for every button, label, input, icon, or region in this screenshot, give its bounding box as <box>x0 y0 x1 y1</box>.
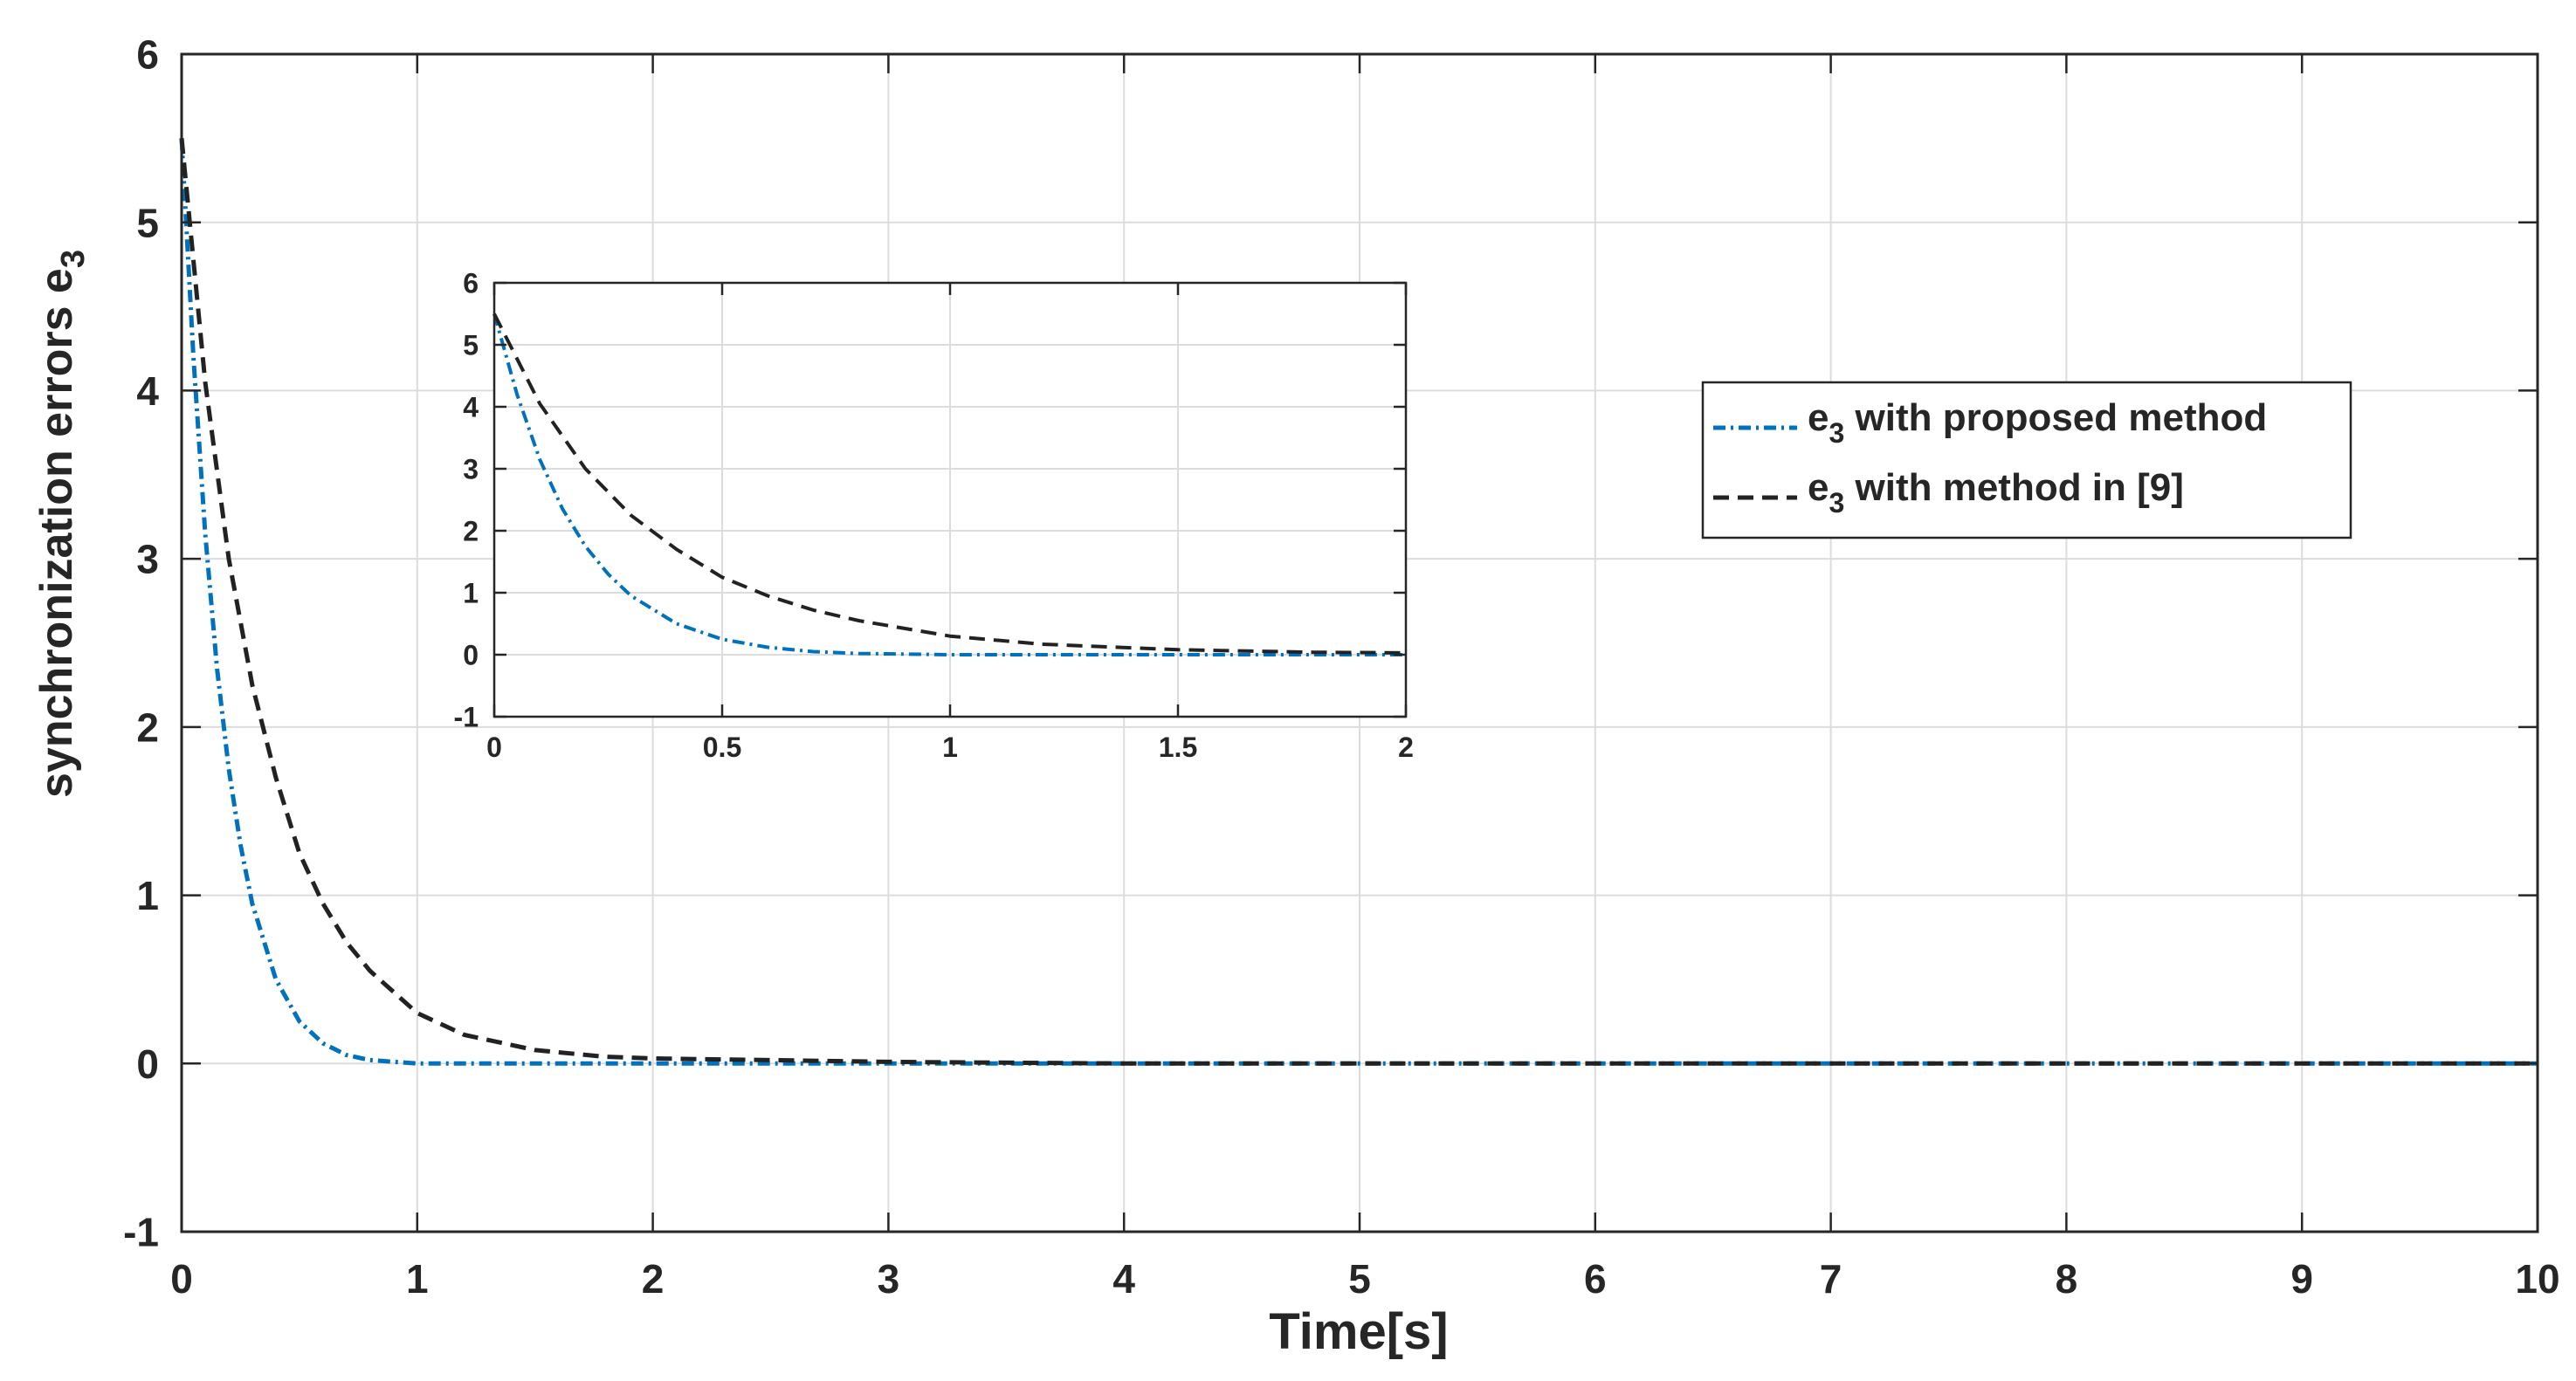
inset-series-group <box>492 313 1407 656</box>
main-y-tick-label: 2 <box>136 704 159 750</box>
main-y-tick-label: 5 <box>136 200 159 245</box>
inset-x-tick-label: 1 <box>942 732 958 763</box>
main-x-tick-label: 3 <box>878 1256 900 1302</box>
legend-label-proposed-rest: with proposed method <box>1844 396 2267 439</box>
inset-y-tick-label: 6 <box>463 268 479 299</box>
main-x-tick-label: 1 <box>406 1256 429 1302</box>
legend-label-method9-sub: 3 <box>1829 487 1844 519</box>
main-x-tick-label: 6 <box>1584 1256 1607 1302</box>
main-x-tick-label: 4 <box>1112 1256 1135 1302</box>
inset-x-tick-label: 0 <box>486 732 502 763</box>
main-x-tick-label: 7 <box>1820 1256 1842 1302</box>
legend-label-method9-rest: with method in [9] <box>1844 466 2184 509</box>
inset-y-tick-label: 5 <box>463 330 479 361</box>
legend-label-proposed-sub: 3 <box>1829 417 1844 449</box>
inset-tick-marks <box>492 281 1408 718</box>
main-series-group <box>179 138 2538 1066</box>
main-tick-marks <box>180 52 2539 1233</box>
main-x-tick-label: 10 <box>2515 1256 2559 1302</box>
legend: e3 with proposed method e3 with method i… <box>1701 381 2352 539</box>
main-y-tick-label: 4 <box>136 368 159 414</box>
inset-y-tick-label: 4 <box>463 392 479 423</box>
legend-box <box>1701 381 2352 539</box>
inset-x-tick-label: 2 <box>1398 732 1414 763</box>
inset-x-tick-labels: 0 0.5 1 1.5 2 <box>486 732 1414 763</box>
main-x-tick-label: 9 <box>2290 1256 2313 1302</box>
main-x-tick-label: 8 <box>2056 1256 2078 1302</box>
inset-x-tick-label: 1.5 <box>1159 732 1197 763</box>
legend-label-method9: e3 with method in [9] <box>1808 466 2184 519</box>
main-y-tick-label: 1 <box>136 873 159 918</box>
legend-label-proposed-main: e <box>1808 396 1829 439</box>
inset-y-tick-labels: -1 0 1 2 3 4 5 6 <box>454 268 479 733</box>
main-y-tick-labels: -1 0 1 2 3 4 5 6 <box>123 32 159 1255</box>
inset-y-tick-label: 0 <box>463 640 479 671</box>
inset-y-tick-label: 1 <box>463 578 479 609</box>
y-axis-label: synchronization errors e3 <box>31 250 92 798</box>
main-x-tick-label: 0 <box>170 1256 193 1302</box>
main-x-tick-labels: 0 1 2 3 4 5 6 7 8 9 10 <box>170 1256 2559 1302</box>
y-axis-label-subscript: 3 <box>55 250 92 268</box>
inset-series-line-1 <box>492 313 1407 655</box>
main-series-line-1 <box>179 138 2538 1066</box>
inset-y-tick-label: 3 <box>463 454 479 485</box>
main-x-tick-label: 5 <box>1348 1256 1371 1302</box>
main-y-tick-label: 3 <box>136 537 159 582</box>
legend-label-method9-main: e <box>1808 466 1829 509</box>
main-y-tick-label: 6 <box>136 32 159 78</box>
inset-x-tick-label: 0.5 <box>703 732 741 763</box>
main-y-tick-label: 0 <box>136 1041 159 1087</box>
inset-y-tick-label: -1 <box>454 702 479 733</box>
main-y-tick-label: -1 <box>123 1210 159 1255</box>
main-x-tick-label: 2 <box>642 1256 665 1302</box>
legend-label-proposed: e3 with proposed method <box>1808 396 2267 449</box>
x-axis-label: Time[s] <box>1269 1303 1448 1360</box>
inset-y-tick-label: 2 <box>463 516 479 547</box>
y-axis-label-main: synchronization errors e <box>31 268 82 798</box>
inset-series-line-0 <box>492 313 1406 656</box>
